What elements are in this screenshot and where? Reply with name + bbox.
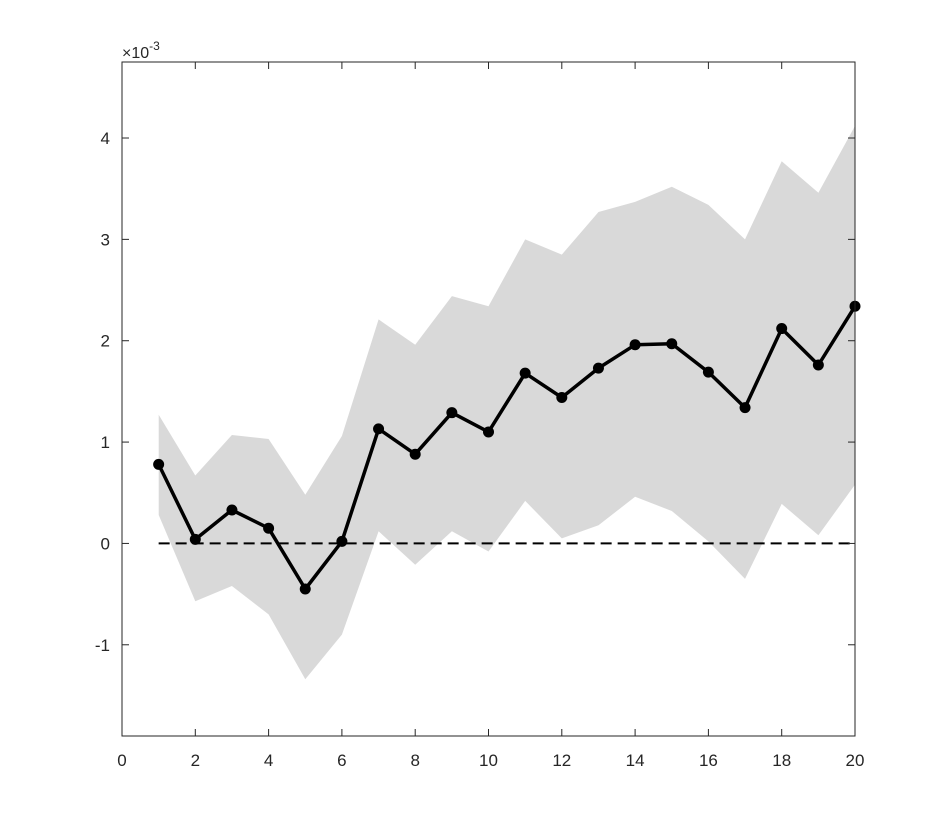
data-point (592, 362, 604, 374)
x-tick-label: 14 (626, 751, 645, 770)
y-tick-label: 4 (101, 129, 110, 148)
y-exponent-label: ×10-3 (122, 39, 160, 62)
y-exponent-base: ×10 (122, 45, 149, 62)
x-tick-label: 10 (479, 751, 498, 770)
data-point (446, 407, 458, 419)
data-point (226, 504, 238, 516)
data-point (629, 339, 641, 351)
y-exponent-power: -3 (149, 39, 160, 53)
data-point (519, 367, 531, 379)
x-tick-label: 2 (191, 751, 200, 770)
x-tick-label: 20 (846, 751, 865, 770)
data-point (556, 391, 568, 403)
x-tick-label: 8 (410, 751, 419, 770)
data-point (299, 583, 311, 595)
data-point (776, 323, 788, 335)
y-tick-label: 2 (101, 332, 110, 351)
data-point (409, 448, 421, 460)
data-point (189, 533, 201, 545)
y-tick-label: 0 (101, 534, 110, 553)
y-tick-label: 3 (101, 230, 110, 249)
series-line-0 (157, 305, 857, 591)
data-point (702, 366, 714, 378)
x-tick-label: 6 (337, 751, 346, 770)
data-point (483, 426, 494, 438)
x-tick-label: 12 (552, 751, 571, 770)
data-point (666, 338, 678, 350)
x-tick-label: 18 (772, 751, 791, 770)
data-point (263, 522, 275, 534)
data-point (336, 535, 348, 547)
x-tick-label: 16 (699, 751, 718, 770)
data-point (812, 359, 824, 371)
y-tick-label: 1 (101, 433, 110, 452)
y-tick-label: -1 (95, 636, 110, 655)
data-point (153, 458, 165, 470)
x-tick-label: 4 (264, 751, 273, 770)
x-tick-label: 0 (117, 751, 126, 770)
data-point (739, 402, 751, 414)
data-point (373, 423, 385, 435)
